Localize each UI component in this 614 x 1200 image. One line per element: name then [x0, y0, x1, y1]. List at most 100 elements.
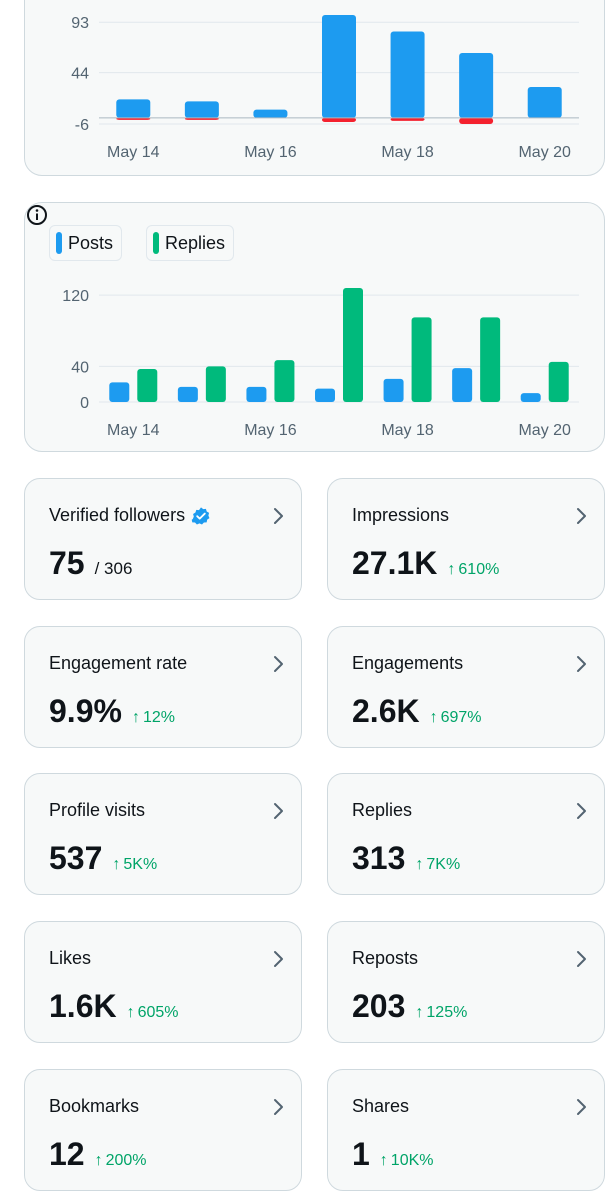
metric-title: Shares	[352, 1096, 410, 1116]
metric-title-row: Engagement rate	[49, 653, 187, 674]
legend-replies-swatch	[153, 232, 160, 254]
bar-replies-5[interactable]	[480, 317, 501, 402]
metric-value: 75	[49, 545, 85, 581]
metric-card-likes[interactable]: Likes 1.6K ↑ 605%	[24, 921, 302, 1043]
impressions-bar-chart: -6 44 93 May 14 May 16 May 18 May 20	[71, 15, 579, 161]
bar-replies-0[interactable]	[137, 369, 158, 402]
y-tick-label: -6	[75, 117, 89, 134]
metric-card-verified-followers[interactable]: Verified followers 75 / 306	[24, 478, 302, 600]
metric-title: Reposts	[352, 948, 419, 968]
x-tick-label: May 16	[244, 422, 297, 439]
metric-value-row: 9.9% ↑ 12%	[49, 693, 175, 730]
bar-posts-6[interactable]	[520, 393, 541, 402]
impressions-chart-card: -6 44 93 May 14 May 16 May 18 May 20	[24, 0, 605, 176]
metric-change-value: 5K%	[123, 856, 158, 873]
metric-title-row: Replies	[352, 800, 412, 821]
metric-card-impressions[interactable]: Impressions 27.1K ↑ 610%	[327, 478, 605, 600]
metric-card-replies[interactable]: Replies 313 ↑ 7K%	[327, 773, 605, 895]
bar-posts-4[interactable]	[383, 378, 404, 402]
bar-series-0-0[interactable]	[116, 99, 151, 118]
metric-card-engagements[interactable]: Engagements 2.6K ↑ 697%	[327, 626, 605, 748]
info-icon[interactable]	[25, 203, 49, 227]
metric-value-row: 1 ↑ 10K%	[352, 1136, 434, 1173]
arrow-up-icon: ↑	[379, 1152, 388, 1169]
bar-posts-2[interactable]	[246, 386, 267, 402]
x-tick-label: May 18	[381, 144, 434, 161]
x-tick-label: May 20	[518, 422, 571, 439]
arrow-up-icon: ↑	[429, 709, 438, 726]
bar-series-0-2[interactable]	[253, 109, 288, 118]
bar-series-0-3[interactable]	[322, 15, 356, 118]
metric-change: ↑ 10K%	[380, 1152, 434, 1170]
x-tick-label: May 14	[107, 144, 160, 161]
bar-series-0-5[interactable]	[459, 53, 494, 118]
metric-title: Verified followers	[49, 505, 186, 525]
metric-value: 1.6K	[49, 988, 117, 1024]
legend-replies-label: Replies	[165, 232, 226, 253]
arrow-up-icon: ↑	[112, 856, 121, 873]
metric-title-row: Reposts	[352, 948, 418, 969]
metric-change: ↑ 697%	[430, 709, 482, 727]
metric-value-row: 203 ↑ 125%	[352, 988, 467, 1025]
y-tick-label: 0	[80, 395, 89, 412]
chevron-right-icon	[577, 803, 586, 819]
arrow-up-icon: ↑	[126, 1004, 135, 1021]
metric-change: ↑ 12%	[132, 709, 175, 727]
metric-card-profile-visits[interactable]: Profile visits 537 ↑ 5K%	[24, 773, 302, 895]
bar-posts-1[interactable]	[177, 386, 198, 402]
metric-card-reposts[interactable]: Reposts 203 ↑ 125%	[327, 921, 605, 1043]
legend-posts[interactable]: Posts	[49, 225, 123, 261]
metric-card-shares[interactable]: Shares 1 ↑ 10K%	[327, 1069, 605, 1191]
bar-series-1-5[interactable]	[459, 117, 494, 124]
metric-title-row: Shares	[352, 1096, 409, 1117]
metric-title: Bookmarks	[49, 1096, 140, 1116]
chevron-right-icon	[577, 951, 586, 967]
bar-series-0-6[interactable]	[527, 86, 562, 118]
metric-change-value: 610%	[458, 561, 500, 578]
bar-replies-6[interactable]	[548, 361, 569, 402]
bar-replies-1[interactable]	[205, 366, 226, 402]
bar-series-1-3[interactable]	[322, 117, 356, 122]
bar-replies-3[interactable]	[343, 288, 363, 402]
metric-value: 313	[352, 840, 406, 876]
metric-change: ↑ 605%	[127, 1004, 179, 1022]
metric-title: Engagements	[352, 653, 464, 673]
metric-change: ↑ 5K%	[112, 856, 157, 874]
bar-replies-4[interactable]	[411, 317, 432, 402]
chevron-right-icon	[274, 803, 283, 819]
x-tick-label: May 16	[244, 144, 297, 161]
arrow-up-icon: ↑	[447, 561, 456, 578]
bar-series-0-1[interactable]	[184, 101, 219, 118]
bar-series-0-4[interactable]	[390, 31, 425, 118]
arrow-up-icon: ↑	[94, 1152, 103, 1169]
metric-value-row: 1.6K ↑ 605%	[49, 988, 179, 1025]
verified-badge-icon	[191, 506, 210, 524]
arrow-up-icon: ↑	[415, 1004, 424, 1021]
x-tick-label: May 14	[107, 422, 160, 439]
metric-title: Profile visits	[49, 800, 146, 820]
metric-card-engagement-rate[interactable]: Engagement rate 9.9% ↑ 12%	[24, 626, 302, 748]
chevron-right-icon	[274, 656, 283, 672]
bar-replies-2[interactable]	[274, 360, 295, 402]
metric-change: ↑ 200%	[95, 1152, 147, 1170]
metric-title-row: Impressions	[352, 505, 449, 526]
metric-change-value: 7K%	[426, 856, 461, 873]
metric-change-value: 12%	[142, 709, 175, 726]
metric-card-bookmarks[interactable]: Bookmarks 12 ↑ 200%	[24, 1069, 302, 1191]
chevron-right-icon	[274, 508, 283, 524]
metric-title-row: Bookmarks	[49, 1096, 139, 1117]
bar-posts-5[interactable]	[452, 368, 473, 402]
metric-change: ↑ 610%	[447, 561, 499, 579]
bar-posts-0[interactable]	[109, 382, 130, 402]
bar-series-1-4[interactable]	[390, 117, 425, 121]
chevron-right-icon	[274, 1099, 283, 1115]
metric-title-row: Engagements	[352, 653, 463, 674]
arrow-up-icon: ↑	[131, 709, 140, 726]
bar-posts-3[interactable]	[315, 388, 335, 402]
metric-value: 2.6K	[352, 693, 420, 729]
y-tick-label: 120	[62, 288, 89, 305]
chevron-right-icon	[577, 1099, 586, 1115]
metric-total: / 306	[94, 559, 133, 578]
legend-replies[interactable]: Replies	[146, 225, 235, 261]
metric-value: 1	[352, 1136, 370, 1172]
